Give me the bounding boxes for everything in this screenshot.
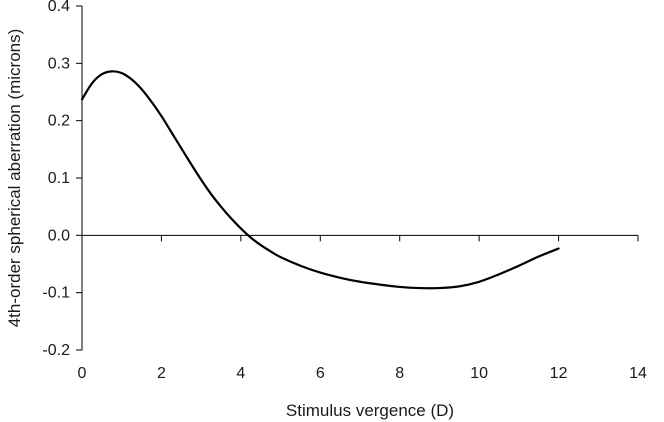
x-tick-label: 6 (316, 365, 325, 382)
x-tick-label: 12 (550, 365, 568, 382)
y-tick-label: 0.3 (48, 55, 70, 72)
series-line (80, 70, 560, 290)
y-tick-label: 0.0 (48, 227, 70, 244)
x-tick-label: 14 (629, 365, 647, 382)
y-tick-label: 0.4 (48, 0, 70, 15)
y-tick-label: 0.2 (48, 113, 70, 130)
series-group (80, 70, 560, 290)
y-tick-label: -0.1 (42, 285, 70, 302)
x-axis: 0 2 4 6 8 10 12 14 (78, 234, 647, 382)
x-axis-title: Stimulus vergence (D) (286, 401, 454, 420)
y-axis-title: 4th-order spherical aberration (microns) (5, 29, 24, 328)
x-tick-label: 10 (470, 365, 488, 382)
y-tick-label: -0.2 (42, 342, 70, 359)
x-tick-label: 8 (395, 365, 404, 382)
y-tick-label: 0.1 (48, 170, 70, 187)
x-tick-label: 2 (157, 365, 166, 382)
x-tick-label: 4 (236, 365, 245, 382)
y-axis: 0.4 0.3 0.2 0.1 0.0 -0.1 -0.2 (42, 0, 83, 359)
x-tick-label: 0 (78, 365, 87, 382)
